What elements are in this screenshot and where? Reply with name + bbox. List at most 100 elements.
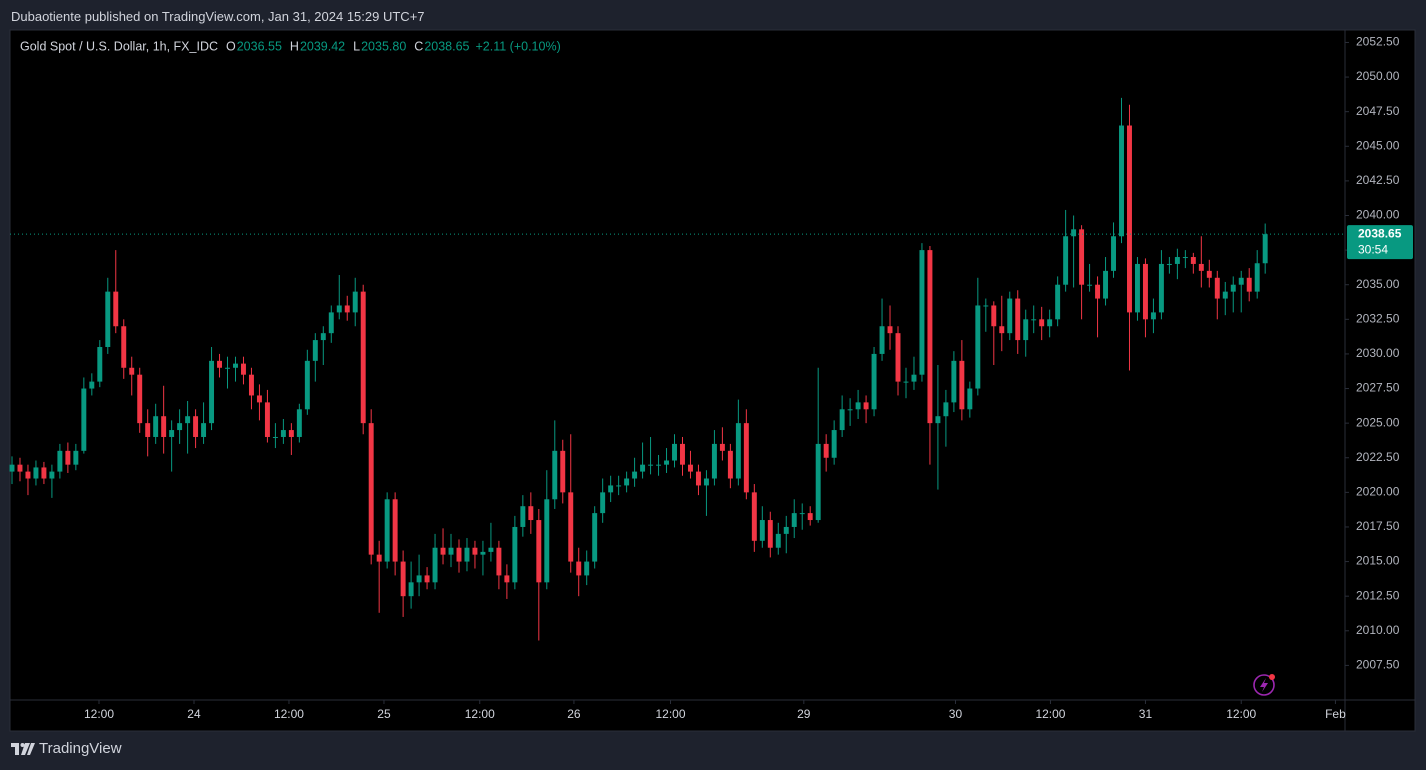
candle-body: [1007, 298, 1013, 334]
candle-body: [121, 326, 127, 368]
candle-body: [967, 388, 973, 410]
candle-body: [336, 305, 342, 313]
candle-body: [312, 340, 318, 361]
candle-body: [241, 363, 246, 375]
candle-body: [280, 430, 286, 437]
candle-body: [1079, 229, 1085, 285]
candle-body: [703, 478, 709, 486]
candle-body: [201, 423, 207, 437]
candle-body: [296, 409, 302, 437]
candle-body: [1190, 257, 1196, 264]
candle-body: [576, 561, 582, 576]
candle-body: [935, 416, 941, 424]
candle-body: [1174, 257, 1180, 264]
x-tick-label: 12:00: [1035, 707, 1065, 721]
candle-body: [288, 430, 294, 437]
candle-body: [695, 471, 701, 486]
candle-body: [448, 547, 454, 555]
candle-body: [384, 499, 390, 562]
candle-body: [1063, 236, 1069, 285]
brand-name: TradingView: [39, 740, 122, 757]
candle-body: [472, 547, 478, 555]
candle-body: [943, 402, 949, 417]
candle-body: [352, 291, 358, 313]
brand-logo: [11, 742, 35, 755]
candle-body: [392, 499, 398, 562]
legend-key: H: [290, 39, 299, 53]
candle-body: [97, 347, 103, 382]
candle-body: [1134, 263, 1140, 313]
legend-key: O: [226, 39, 236, 53]
candle-body: [33, 467, 39, 479]
candle-body: [648, 464, 654, 466]
x-tick-label: 31: [1139, 707, 1153, 721]
candle-body: [185, 416, 191, 424]
x-tick-label: 12:00: [1226, 707, 1256, 721]
candle-body: [879, 326, 885, 354]
candle-body: [328, 312, 334, 334]
y-tick-label: 2007.50: [1356, 658, 1400, 672]
candle-body: [815, 443, 821, 521]
candle-body: [360, 291, 366, 424]
candle-body: [767, 520, 773, 548]
candle-body: [129, 367, 135, 375]
candle-body: [1119, 125, 1124, 237]
candle-body: [496, 547, 502, 576]
candle-body: [735, 423, 741, 479]
candle-body: [193, 416, 199, 437]
y-tick-label: 2030.00: [1356, 346, 1400, 360]
candle-body: [1222, 291, 1228, 299]
candle-body: [209, 360, 215, 424]
candle-body: [1095, 284, 1101, 299]
last-price-label: 2038.65: [1358, 226, 1402, 240]
candle-body: [9, 464, 15, 472]
candle-body: [1055, 284, 1061, 320]
candle-body: [1039, 319, 1045, 327]
candle-body: [153, 416, 159, 437]
candle-body: [368, 423, 374, 555]
x-tick-label: 29: [797, 707, 811, 721]
y-tick-label: 2050.00: [1356, 69, 1400, 83]
candle-body: [632, 471, 638, 479]
candle-body: [751, 492, 757, 541]
candle-body: [272, 436, 278, 438]
x-tick-label: 12:00: [465, 707, 495, 721]
candle-body: [1031, 319, 1037, 321]
candle-body: [592, 513, 598, 562]
alert-icon: [1253, 674, 1275, 696]
footer: TradingView: [11, 740, 122, 757]
candle-body: [105, 291, 111, 348]
candle-body: [1182, 257, 1188, 259]
candle-body: [73, 450, 79, 465]
candle-body: [1254, 263, 1260, 292]
candle-body: [799, 513, 805, 515]
candle-body: [81, 388, 87, 451]
candle-body: [320, 333, 326, 341]
candle-body: [1142, 263, 1148, 320]
candle-body: [41, 467, 47, 479]
x-tick-label: 12:00: [84, 707, 114, 721]
candle-body: [775, 533, 781, 548]
candle-body: [1206, 270, 1212, 278]
candle-body: [951, 360, 957, 403]
candle-body: [400, 561, 406, 597]
countdown-label: 30:54: [1358, 242, 1388, 256]
y-tick-label: 2027.50: [1356, 381, 1400, 395]
candle-body: [225, 367, 230, 369]
candle-body: [608, 485, 614, 493]
candle-body: [17, 464, 23, 472]
x-tick-label: 25: [377, 707, 391, 721]
candle-body: [640, 464, 646, 472]
candle-body: [680, 443, 685, 465]
candle-body: [113, 291, 119, 327]
candle-body: [1023, 319, 1029, 341]
candle-body: [911, 374, 917, 382]
candle-body: [1047, 319, 1053, 327]
symbol-title: Gold Spot / U.S. Dollar, 1h, FX_IDC: [20, 39, 218, 53]
legend-value: 2039.42: [300, 39, 345, 53]
candle-body: [504, 575, 510, 583]
candle-body: [264, 402, 270, 437]
y-tick-label: 2020.00: [1356, 485, 1400, 499]
candle-body: [145, 423, 151, 437]
legend: Gold Spot / U.S. Dollar, 1h, FX_IDC O 203…: [20, 39, 561, 53]
